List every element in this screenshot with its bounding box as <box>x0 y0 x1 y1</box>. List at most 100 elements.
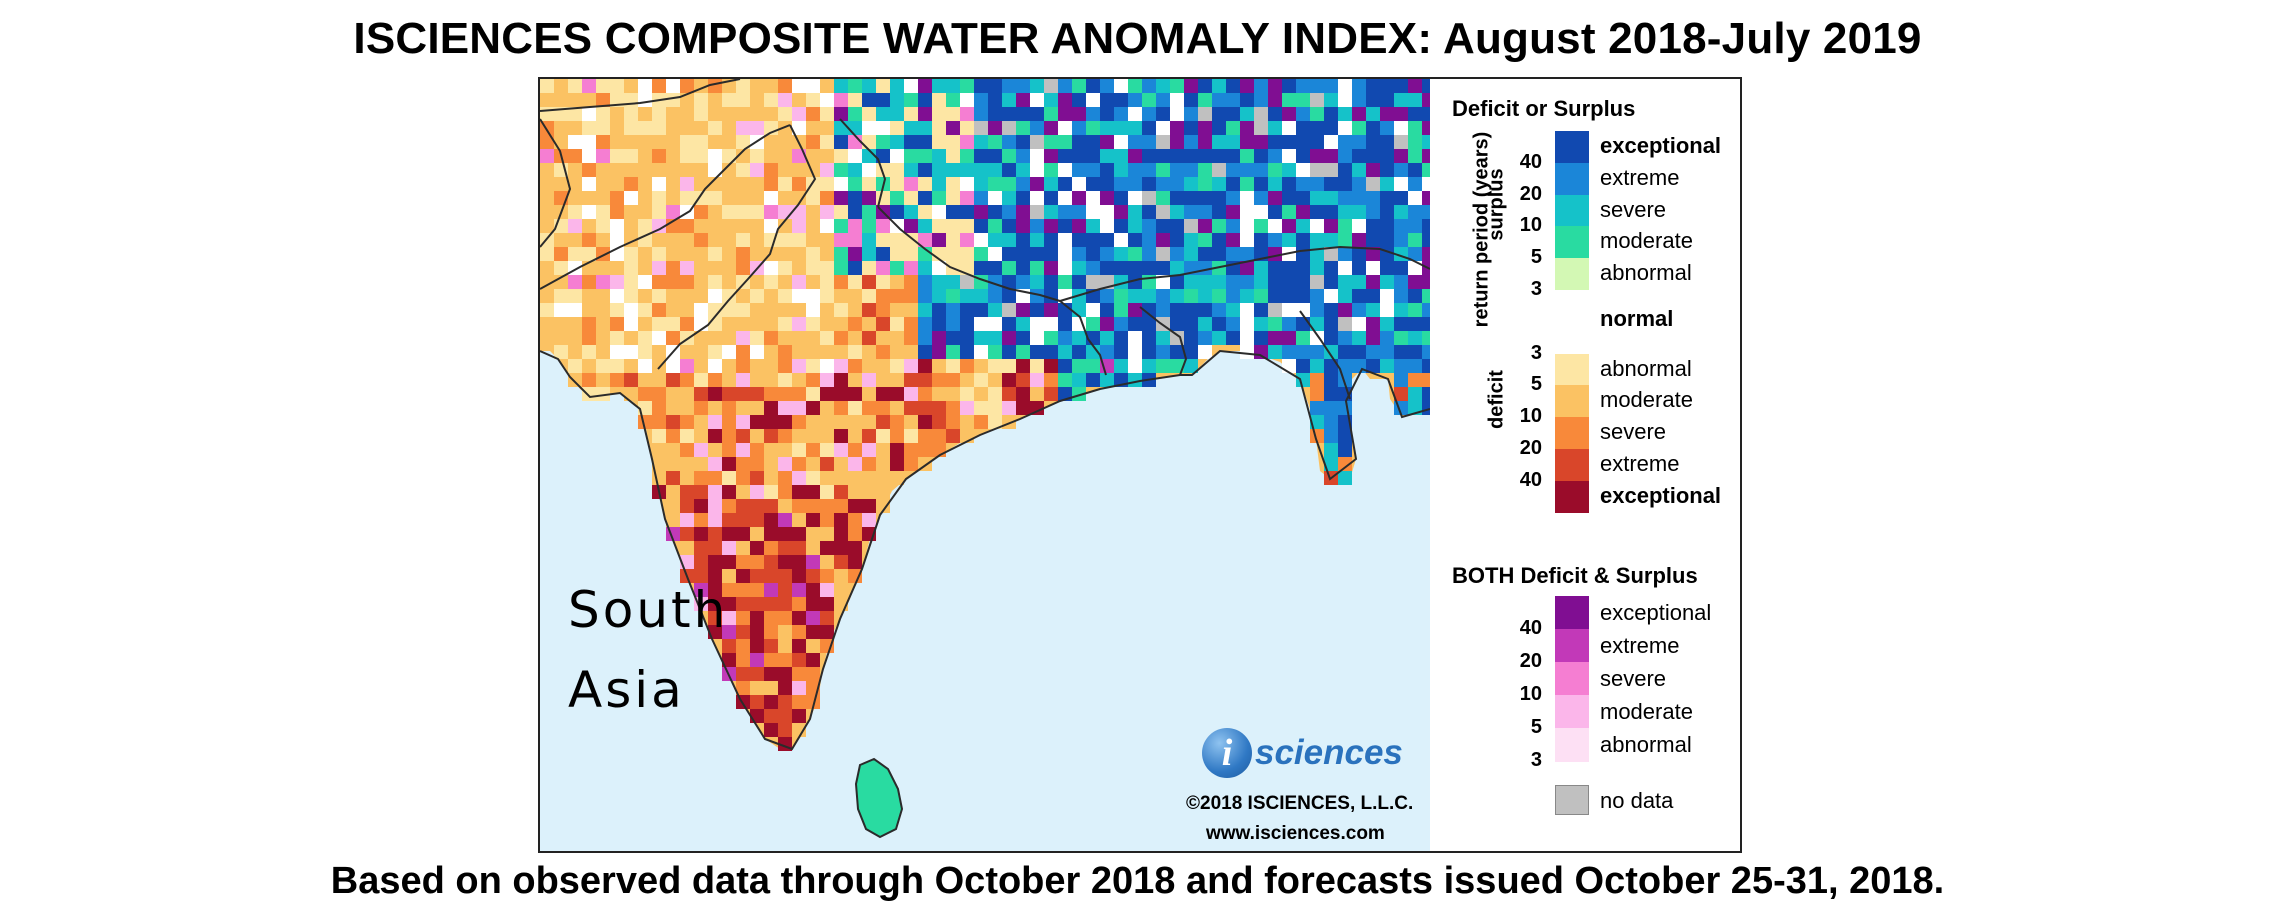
legend-both-label-2: severe <box>1600 666 1667 691</box>
anomaly-cell <box>1352 317 1366 331</box>
anomaly-cell <box>722 555 736 569</box>
anomaly-cell <box>736 513 750 527</box>
anomaly-cell <box>904 205 918 219</box>
anomaly-cell <box>1198 79 1212 93</box>
anomaly-cell <box>1170 93 1184 107</box>
anomaly-cell <box>1226 247 1240 261</box>
anomaly-cell <box>1184 233 1198 247</box>
anomaly-cell <box>652 331 666 345</box>
anomaly-cell <box>1226 289 1240 303</box>
anomaly-cell <box>1394 289 1408 303</box>
anomaly-cell <box>918 275 932 289</box>
anomaly-cell <box>1128 331 1142 345</box>
anomaly-cell <box>1282 345 1296 359</box>
anomaly-cell <box>680 485 694 499</box>
anomaly-cell <box>1324 289 1338 303</box>
anomaly-cell <box>1030 303 1044 317</box>
anomaly-cell <box>1198 191 1212 205</box>
anomaly-cell <box>1016 205 1030 219</box>
anomaly-cell <box>750 191 764 205</box>
anomaly-cell <box>1156 135 1170 149</box>
anomaly-cell <box>1282 359 1296 373</box>
isciences-logo[interactable]: i sciences <box>1202 727 1403 779</box>
anomaly-cell <box>1170 247 1184 261</box>
anomaly-cell <box>988 135 1002 149</box>
anomaly-cell <box>1380 261 1394 275</box>
anomaly-cell <box>1212 233 1226 247</box>
anomaly-cell <box>1114 79 1128 93</box>
anomaly-map[interactable] <box>540 79 1430 851</box>
website-link[interactable]: www.isciences.com <box>1206 823 1385 844</box>
anomaly-cell <box>750 415 764 429</box>
anomaly-cell <box>708 247 722 261</box>
anomaly-cell <box>918 191 932 205</box>
anomaly-cell <box>1240 149 1254 163</box>
anomaly-cell <box>974 219 988 233</box>
anomaly-cell <box>848 345 862 359</box>
anomaly-cell <box>1016 233 1030 247</box>
anomaly-cell <box>1352 345 1366 359</box>
anomaly-cell <box>736 653 750 667</box>
anomaly-cell <box>1254 121 1268 135</box>
anomaly-cell <box>1324 121 1338 135</box>
anomaly-cell <box>960 303 974 317</box>
anomaly-cell <box>1058 303 1072 317</box>
anomaly-cell <box>1380 219 1394 233</box>
anomaly-cell <box>582 387 596 401</box>
anomaly-cell <box>792 695 806 709</box>
anomaly-cell <box>596 219 610 233</box>
anomaly-cell <box>1184 303 1198 317</box>
anomaly-cell <box>1324 79 1338 93</box>
anomaly-cell <box>1072 233 1086 247</box>
anomaly-cell <box>1324 387 1338 401</box>
anomaly-cell <box>918 373 932 387</box>
anomaly-cell <box>806 261 820 275</box>
anomaly-cell <box>904 289 918 303</box>
anomaly-cell <box>1198 107 1212 121</box>
anomaly-cell <box>1100 121 1114 135</box>
anomaly-cell <box>1198 177 1212 191</box>
anomaly-cell <box>876 373 890 387</box>
anomaly-cell <box>666 303 680 317</box>
anomaly-cell <box>722 583 736 597</box>
anomaly-cell <box>1156 345 1170 359</box>
anomaly-cell <box>1366 93 1380 107</box>
anomaly-cell <box>1044 317 1058 331</box>
anomaly-cell <box>582 177 596 191</box>
legend-heading-both: BOTH Deficit & Surplus <box>1452 563 1698 588</box>
anomaly-cell <box>848 233 862 247</box>
anomaly-cell <box>918 303 932 317</box>
anomaly-cell <box>1422 317 1430 331</box>
anomaly-cell <box>834 569 848 583</box>
anomaly-cell <box>610 345 624 359</box>
anomaly-cell <box>820 247 834 261</box>
anomaly-cell <box>974 233 988 247</box>
anomaly-cell <box>904 93 918 107</box>
anomaly-cell <box>1282 233 1296 247</box>
anomaly-cell <box>792 121 806 135</box>
anomaly-cell <box>1016 275 1030 289</box>
anomaly-cell <box>568 79 582 93</box>
anomaly-cell <box>1114 205 1128 219</box>
map-title: ISCIENCES COMPOSITE WATER ANOMALY INDEX:… <box>353 14 1922 63</box>
anomaly-cell <box>1156 247 1170 261</box>
anomaly-cell <box>764 387 778 401</box>
anomaly-cell <box>722 247 736 261</box>
anomaly-cell <box>1408 191 1422 205</box>
anomaly-cell <box>750 597 764 611</box>
anomaly-cell <box>1058 205 1072 219</box>
anomaly-cell <box>1016 331 1030 345</box>
anomaly-cell <box>1016 219 1030 233</box>
anomaly-cell <box>1324 317 1338 331</box>
anomaly-cell <box>946 415 960 429</box>
anomaly-cell <box>1380 289 1394 303</box>
anomaly-cell <box>1128 345 1142 359</box>
anomaly-cell <box>1044 177 1058 191</box>
anomaly-cell <box>1408 261 1422 275</box>
anomaly-cell <box>1030 79 1044 93</box>
anomaly-cell <box>876 359 890 373</box>
anomaly-cell <box>974 359 988 373</box>
anomaly-cell <box>1254 149 1268 163</box>
anomaly-cell <box>1422 401 1430 415</box>
anomaly-cell <box>1030 345 1044 359</box>
